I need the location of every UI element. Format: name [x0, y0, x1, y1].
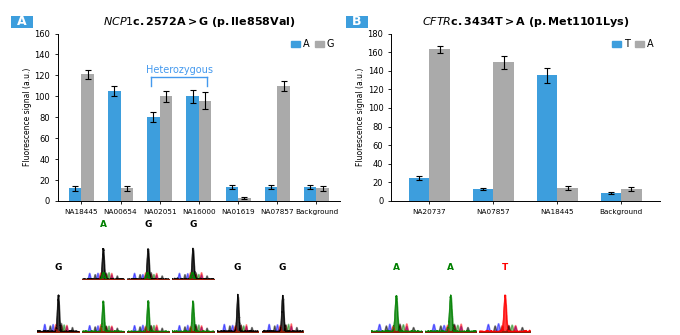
Text: $\mathit{CFTR}$$\bf{ c.3434T>A\ (p.Met1101Lys)}$: $\mathit{CFTR}$$\bf{ c.3434T>A\ (p.Met11… — [422, 15, 629, 29]
Bar — [226, 187, 238, 201]
Text: $\mathit{NCP1}$$\bf{ c.2572A>G\ (p.Ile858Val)}$: $\mathit{NCP1}$$\bf{ c.2572A>G\ (p.Ile85… — [103, 15, 295, 29]
Bar — [265, 187, 277, 201]
Bar — [108, 91, 120, 201]
Text: A: A — [17, 15, 27, 28]
Bar — [147, 117, 160, 201]
Bar — [493, 62, 514, 201]
Bar — [409, 178, 429, 201]
Text: A: A — [447, 263, 454, 272]
Bar — [316, 188, 329, 201]
Bar — [537, 75, 558, 201]
Text: G: G — [144, 220, 152, 229]
Text: A: A — [189, 272, 197, 281]
Bar — [120, 188, 133, 201]
Bar — [199, 100, 211, 201]
Bar — [82, 74, 94, 201]
Text: A: A — [392, 263, 400, 272]
Text: G: G — [189, 220, 197, 229]
Text: B: B — [352, 15, 362, 28]
Text: G: G — [234, 263, 241, 272]
Bar — [600, 193, 622, 201]
Text: G: G — [279, 263, 286, 272]
Bar — [473, 189, 493, 201]
Bar — [558, 188, 578, 201]
Bar — [238, 198, 251, 201]
Text: A: A — [144, 272, 152, 281]
Bar — [186, 96, 199, 201]
Bar — [277, 86, 290, 201]
Bar — [429, 49, 450, 201]
Legend: T, A: T, A — [611, 39, 655, 50]
Text: A: A — [99, 272, 107, 281]
Text: G: G — [54, 263, 62, 272]
Bar — [304, 187, 316, 201]
Y-axis label: Fluorescence signal (a.u.): Fluorescence signal (a.u.) — [22, 68, 31, 166]
Bar — [69, 188, 82, 201]
Bar — [160, 96, 172, 201]
Text: Heterozygous: Heterozygous — [146, 65, 213, 75]
Text: A: A — [99, 220, 107, 229]
Text: T: T — [502, 263, 508, 272]
Legend: A, G: A, G — [290, 39, 335, 50]
Bar — [622, 189, 642, 201]
Y-axis label: Fluorescence signal (a.u.): Fluorescence signal (a.u.) — [356, 68, 364, 166]
